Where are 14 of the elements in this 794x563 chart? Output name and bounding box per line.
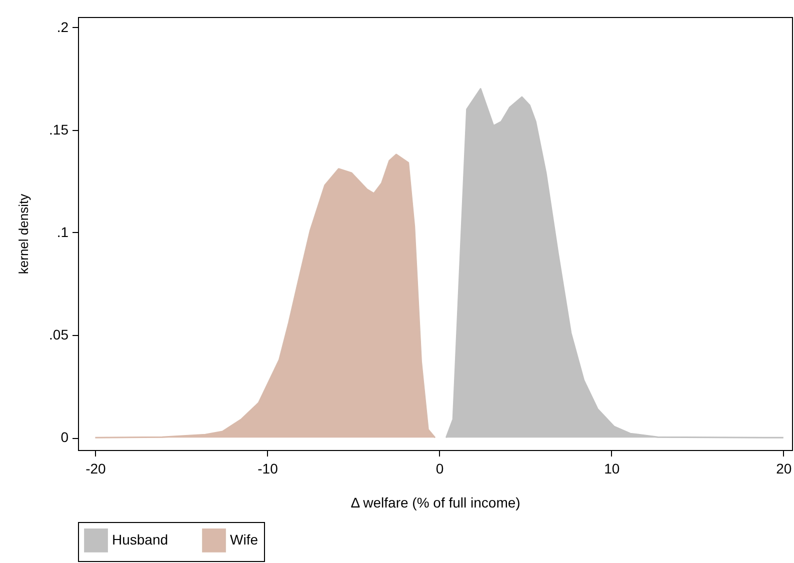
x-tick-label: -20 bbox=[86, 460, 106, 476]
y-tick-label: .15 bbox=[49, 121, 69, 138]
y-tick-label: .05 bbox=[49, 326, 69, 343]
x-tick-label: 10 bbox=[604, 460, 620, 476]
y-axis-title: kernel density bbox=[16, 193, 32, 274]
x-tick-label: -10 bbox=[258, 460, 278, 476]
y-tick-label: 0 bbox=[60, 429, 69, 446]
legend-label: Wife bbox=[230, 531, 258, 548]
y-tick-label: .1 bbox=[56, 224, 69, 240]
y-tick-label: .2 bbox=[56, 18, 69, 35]
x-axis-title: Δ welfare (% of full income) bbox=[350, 494, 520, 510]
x-tick-label: 20 bbox=[776, 460, 792, 476]
legend-label: Husband bbox=[112, 531, 168, 548]
x-tick-label: 0 bbox=[436, 460, 444, 476]
